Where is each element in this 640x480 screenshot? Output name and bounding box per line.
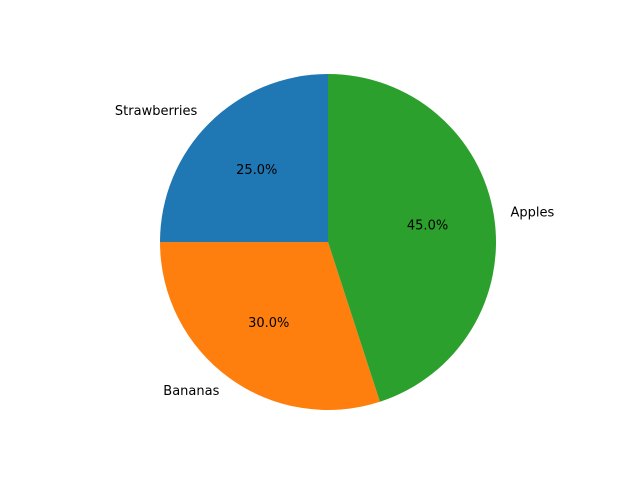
slice-percent-bananas: 30.0% <box>248 316 289 331</box>
pie-slices <box>160 74 496 410</box>
pie-slice-strawberries <box>160 74 328 242</box>
slice-label-strawberries: Strawberries <box>115 104 198 119</box>
pie-labels: Strawberries 25.0% Bananas 30.0% Apples 45.0% <box>115 104 555 399</box>
slice-percent-strawberries: 25.0% <box>236 163 277 178</box>
slice-percent-apples: 45.0% <box>407 219 448 234</box>
slice-label-apples: Apples <box>511 206 555 221</box>
pie-slice-apples <box>328 74 496 402</box>
pie-slice-bananas <box>160 242 380 410</box>
slice-label-bananas: Bananas <box>163 384 219 399</box>
